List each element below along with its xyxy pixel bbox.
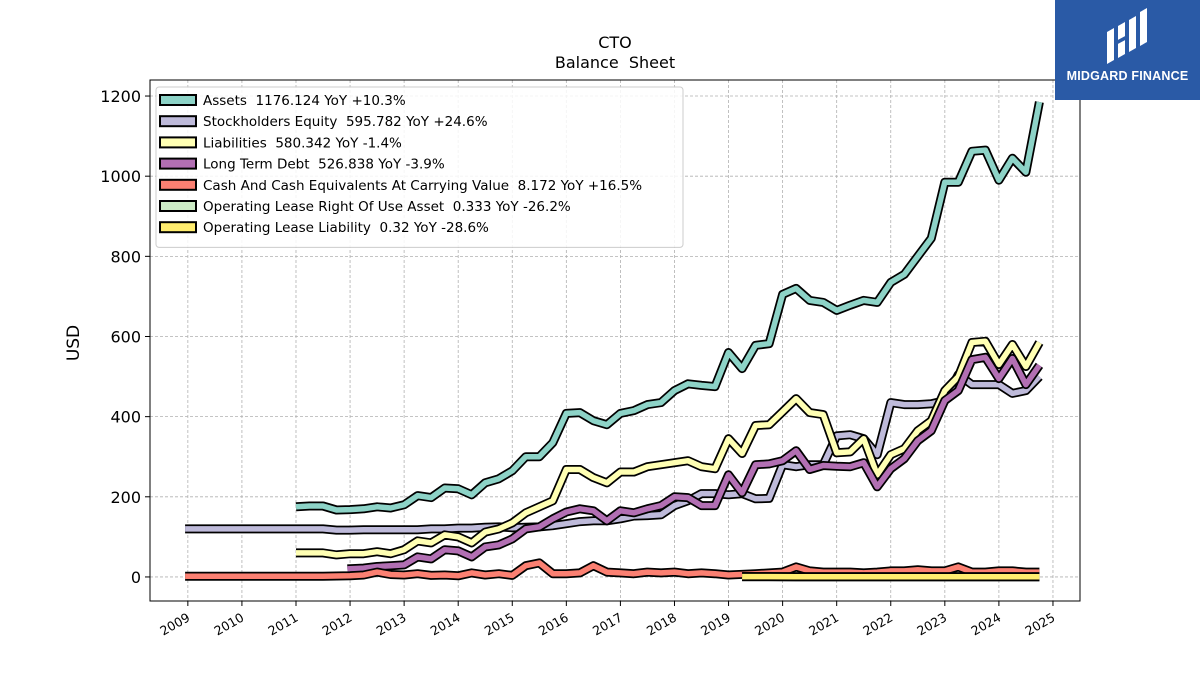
legend-label: Long Term Debt 526.838 YoY -3.9% (203, 157, 445, 173)
y-tick-label: 1200 (100, 87, 141, 106)
midgard-logo-icon (1107, 8, 1147, 64)
x-tick-label: 2022 (860, 610, 895, 639)
x-tick-label: 2012 (320, 610, 355, 639)
y-tick-label: 0 (131, 568, 141, 587)
x-tick-label: 2013 (374, 610, 409, 639)
x-tick-label: 2018 (644, 610, 679, 639)
legend-swatch (159, 221, 197, 234)
legend-swatch (159, 200, 197, 212)
x-tick-label: 2024 (968, 610, 1003, 639)
x-tick-label: 2016 (536, 610, 571, 639)
brand-name: MIDGARD FINANCE (1066, 69, 1189, 83)
legend-label: Stockholders Equity 595.782 YoY +24.6% (203, 114, 488, 130)
legend: Assets 1176.124 YoY +10.3% Stockholders E… (155, 86, 684, 248)
x-tick-label: 2009 (157, 610, 192, 639)
legend-entry-0: Assets 1176.124 YoY +10.3% (159, 93, 406, 109)
series-3 (347, 352, 1044, 574)
series-1 (185, 370, 1043, 535)
y-tick-label: 400 (110, 408, 141, 427)
series-line (295, 101, 1043, 513)
series-line (185, 560, 1040, 579)
chart-title: CTO (598, 33, 632, 52)
x-tick-label: 2011 (265, 610, 300, 639)
series-2 (296, 336, 1044, 560)
series-0 (295, 101, 1044, 515)
legend-swatch (159, 157, 197, 170)
series-line (185, 371, 1042, 533)
x-tick-label: 2019 (698, 610, 733, 639)
axes-frame (149, 79, 1081, 602)
x-tick-label: 2015 (482, 610, 517, 639)
series-line (296, 338, 1042, 558)
legend-label: Operating Lease Right Of Use Asset 0.333… (203, 199, 571, 215)
legend-label: Cash And Cash Equivalents At Carrying Va… (203, 178, 642, 194)
legend-entry-4: Cash And Cash Equivalents At Carrying Va… (159, 178, 642, 194)
x-tick-label: 2020 (752, 610, 787, 639)
series-line-outline (296, 336, 1044, 560)
legend-swatch (159, 115, 197, 128)
x-tick-label: 2014 (428, 610, 463, 639)
y-axis-label: USD (64, 325, 84, 361)
legend-label: Operating Lease Liability 0.32 YoY -28.6… (203, 220, 489, 236)
chart-subtitle: Balance Sheet (555, 53, 675, 72)
legend-entry-3: Long Term Debt 526.838 YoY -3.9% (159, 157, 445, 173)
legend-box (155, 86, 684, 248)
x-tick-label: 2017 (590, 610, 625, 639)
x-tick-label: 2010 (211, 610, 246, 639)
legend-swatch (159, 94, 197, 106)
brand-logo: MIDGARD FINANCE (1055, 0, 1200, 100)
x-tick-label: 2023 (914, 610, 949, 639)
legend-entry-1: Stockholders Equity 595.782 YoY +24.6% (159, 114, 488, 130)
legend-swatch (159, 178, 197, 191)
legend-label: Liabilities 580.342 YoY -1.4% (203, 135, 402, 151)
legend-entry-5: Operating Lease Right Of Use Asset 0.333… (159, 199, 571, 215)
y-tick-label: 600 (110, 327, 141, 346)
y-tick-label: 1000 (100, 167, 141, 186)
x-tick-label: 2025 (1022, 610, 1057, 639)
plot-area (185, 101, 1044, 582)
legend-entry-6: Operating Lease Liability 0.32 YoY -28.6… (159, 220, 489, 236)
x-tick-label: 2021 (806, 610, 841, 639)
series-line (347, 354, 1042, 572)
series-4 (185, 558, 1040, 581)
legend-swatch (159, 136, 197, 149)
y-tick-label: 800 (110, 247, 141, 266)
legend-entry-2: Liabilities 580.342 YoY -1.4% (159, 135, 402, 151)
legend-label: Assets 1176.124 YoY +10.3% (203, 93, 406, 109)
y-tick-label: 200 (110, 488, 141, 507)
